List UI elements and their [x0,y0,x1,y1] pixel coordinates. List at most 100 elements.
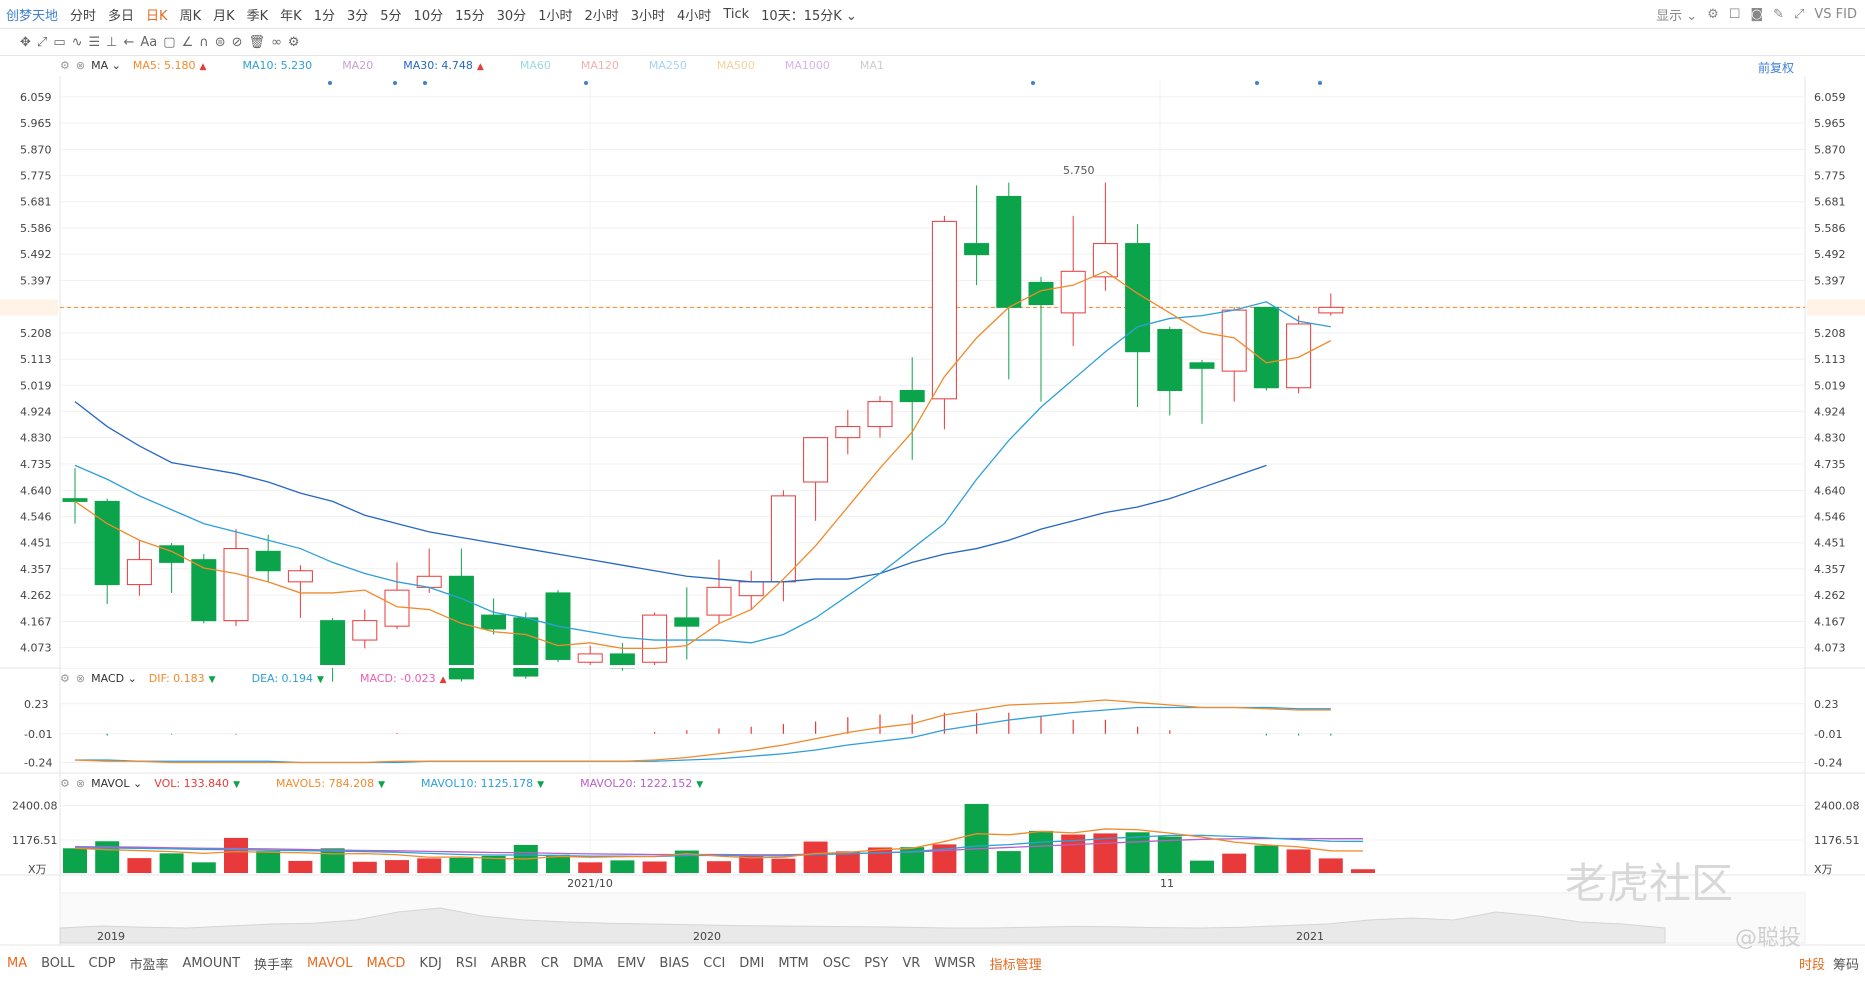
indicator-tab[interactable]: 换手率 [254,957,294,973]
candle-body[interactable] [899,390,925,403]
indicator-tab[interactable]: MAVOL [307,955,353,971]
period-tab[interactable]: 多日 [108,8,135,24]
indicator-tab[interactable]: WMSR [934,955,976,971]
indicator-close-icon[interactable]: ⊗ [75,777,86,790]
candle-body[interactable] [803,437,829,483]
period-tab[interactable]: 3小时 [630,8,666,24]
candle-body[interactable] [1253,306,1279,389]
candle-body[interactable] [577,653,603,663]
indicator-tab[interactable]: DMI [739,955,765,971]
indicator-tab[interactable]: CR [540,955,559,971]
period-tab[interactable]: 10分 [413,8,444,24]
adjust-label[interactable]: 前复权 [1758,61,1795,75]
indicator-tab[interactable]: KDJ [419,955,442,971]
period-tab[interactable]: 30分 [496,8,527,24]
line-icon[interactable]: ⤢ [36,34,48,50]
period-tab[interactable]: Tick [723,6,750,22]
bottom-right-tab[interactable]: 时段 [1798,957,1825,973]
period-tab[interactable]: 分时 [70,8,97,24]
candle-body[interactable] [384,589,410,627]
indicator-tab[interactable]: BOLL [41,955,75,971]
period-tab[interactable]: 年K [280,8,302,24]
compare-button[interactable]: VS FID [1814,6,1857,22]
indicator-tab[interactable]: MACD [366,955,406,971]
arrow-icon[interactable]: ← [123,34,135,50]
indicator-close-icon[interactable]: ⊗ [75,59,86,72]
indicator-settings-icon[interactable]: ⚙ [60,777,70,790]
indicator-tab[interactable]: DMA [572,955,604,971]
candle-body[interactable] [1189,362,1215,369]
period-tab[interactable]: 周K [179,8,202,24]
indicator-tab[interactable]: ARBR [490,955,527,971]
candle-body[interactable] [352,620,378,641]
period-tab[interactable]: 日K [146,8,168,24]
candle-body[interactable] [1157,329,1183,392]
candle-body[interactable] [62,498,88,502]
vline-icon[interactable]: ⊥ [106,34,118,50]
magnet-icon[interactable]: ∩ [199,34,209,50]
period-tab[interactable]: 1小时 [538,8,573,24]
trash-icon[interactable]: 🗑 [248,34,266,50]
rect-icon[interactable]: ▭ [53,34,66,50]
candle-body[interactable] [867,401,893,428]
bottom-right-tab[interactable]: 筹码 [1832,957,1859,973]
candle-body[interactable] [1318,306,1344,314]
gear-icon[interactable]: ⚙ [1707,6,1719,22]
display-menu[interactable]: 显示 ⌄ [1656,8,1698,24]
indicator-close-icon[interactable]: ⊗ [75,672,86,685]
period-tab[interactable]: 季K [246,8,269,24]
candle-body[interactable] [674,617,700,627]
candle-body[interactable] [835,426,861,439]
candle-body[interactable] [255,550,281,572]
stock-name[interactable]: 创梦天地 [6,8,59,24]
indicator-tab[interactable]: CCI [703,955,726,971]
candle-body[interactable] [1060,270,1086,314]
candle-body[interactable] [964,243,990,256]
candle-body[interactable] [1125,243,1151,353]
indicator-name[interactable]: MA ⌄ [91,59,121,72]
camera-icon[interactable]: ◙ [1750,6,1764,22]
indicator-tab[interactable]: CDP [88,955,116,971]
indicator-tab[interactable]: MA [7,955,28,971]
link-icon[interactable]: ∞ [271,34,282,50]
wave-icon[interactable]: ∿ [71,34,83,50]
candle-body[interactable] [320,620,346,666]
event-marker[interactable] [328,81,332,85]
expand-icon[interactable]: ⤢ [1793,6,1805,22]
period-tab[interactable]: 1分 [313,8,335,24]
candle-body[interactable] [1221,309,1247,372]
fib-icon[interactable]: ☰ [88,34,101,50]
candle-body[interactable] [287,570,313,583]
candle-body[interactable] [738,581,764,597]
period-tab[interactable]: 2小时 [584,8,619,24]
period-tab[interactable]: 15分 [455,8,485,24]
indicator-tab[interactable]: AMOUNT [182,955,241,971]
text-tool[interactable]: Aa [140,34,158,50]
candle-body[interactable] [642,614,668,663]
measure-icon[interactable]: ⊜ [214,34,226,50]
indicator-tab[interactable]: 指标管理 [989,957,1042,973]
event-marker[interactable] [584,81,588,85]
square-icon[interactable]: ☐ [1728,6,1741,22]
indicator-tab[interactable]: VR [902,955,921,971]
period-tab[interactable]: 4小时 [677,8,712,24]
indicator-name[interactable]: MAVOL ⌄ [91,777,143,790]
indicator-settings-icon[interactable]: ⚙ [60,59,70,72]
candle-body[interactable] [706,586,732,616]
indicator-tab[interactable]: PSY [864,955,889,971]
candle-body[interactable] [770,495,796,583]
indicator-tab[interactable]: 市盈率 [129,957,169,973]
period-tab[interactable]: 10天：15分K ⌄ [761,8,857,24]
settings-icon[interactable]: ⚙ [287,34,300,50]
period-tab[interactable]: 3分 [346,8,369,24]
comment-icon[interactable]: ▢ [163,34,176,50]
candle-body[interactable] [1028,281,1054,306]
indicator-settings-icon[interactable]: ⚙ [60,672,70,685]
move-icon[interactable]: ✥ [20,34,31,50]
indicator-tab[interactable]: EMV [617,955,646,971]
indicator-tab[interactable]: RSI [455,955,477,971]
indicator-name[interactable]: MACD ⌄ [91,672,137,685]
event-marker[interactable] [1255,81,1259,85]
candle-body[interactable] [481,614,507,630]
